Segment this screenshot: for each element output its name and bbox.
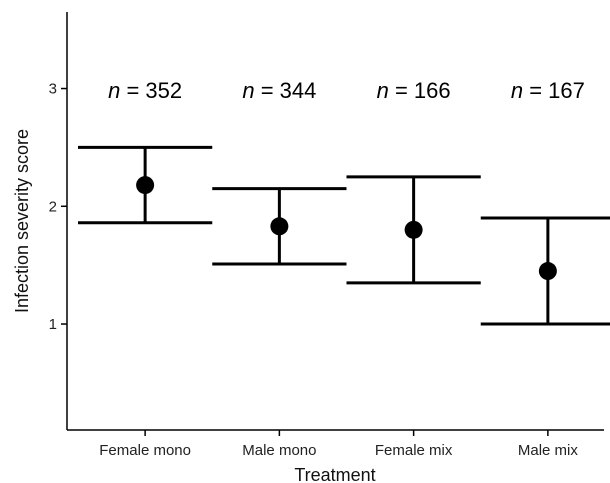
error-bars bbox=[78, 147, 610, 324]
sample-size-labels: n = 352 n = 344 n = 166 n = 167 bbox=[108, 78, 585, 103]
n-label: n = 166 bbox=[377, 78, 451, 103]
n-label: n = 167 bbox=[511, 78, 585, 103]
y-tick-label: 1 bbox=[49, 316, 57, 333]
n-label: n = 344 bbox=[242, 78, 316, 103]
mean-point bbox=[539, 262, 557, 280]
y-tick-label: 2 bbox=[49, 198, 57, 215]
x-tick-label: Female mono bbox=[99, 442, 191, 459]
mean-point bbox=[270, 217, 288, 235]
mean-point bbox=[405, 221, 423, 239]
y-tick-label: 3 bbox=[49, 81, 57, 98]
n-label: n = 352 bbox=[108, 78, 182, 103]
y-axis-title: Infection severity score bbox=[12, 129, 32, 313]
x-ticks: Female mono Male mono Female mix Male mix bbox=[99, 430, 578, 459]
mean-point bbox=[136, 176, 154, 194]
x-tick-label: Male mix bbox=[518, 442, 579, 459]
axes bbox=[67, 12, 604, 430]
y-ticks: 1 2 3 bbox=[49, 81, 67, 333]
x-tick-label: Female mix bbox=[375, 442, 453, 459]
x-tick-label: Male mono bbox=[242, 442, 316, 459]
x-axis-title: Treatment bbox=[294, 465, 375, 483]
